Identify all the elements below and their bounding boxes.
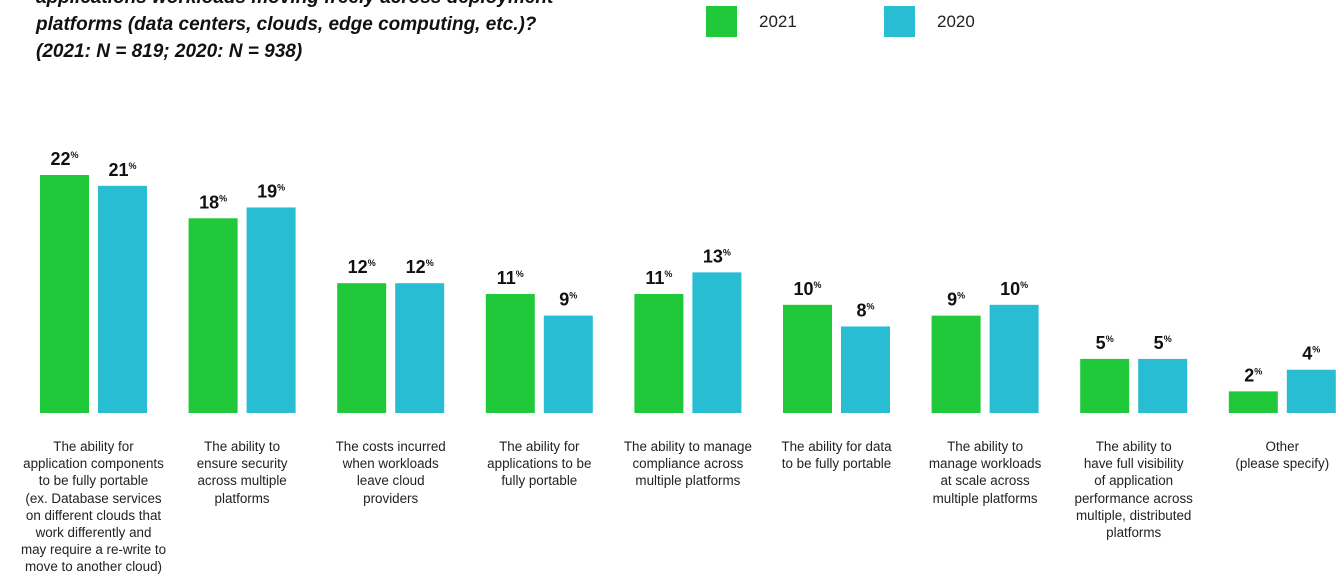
bar-2020-3: [543, 315, 593, 413]
category-label-0: The ability for application components to …: [14, 438, 174, 576]
category-label-6-line-2: at scale across: [940, 473, 1030, 489]
bar-2020-2: [395, 283, 445, 413]
category-label-7: The ability to have full visibility of app…: [1054, 438, 1214, 541]
legend-label-2021: 2021: [759, 11, 797, 31]
data-label-2021-2: 12%: [348, 257, 376, 277]
category-label-2-line-0: The costs incurred: [335, 439, 446, 454]
category-label-6-line-3: multiple platforms: [932, 490, 1038, 506]
bar-2020-1: [246, 207, 296, 413]
category-label-0-line-7: move to another cloud): [25, 559, 162, 575]
category-label-2-line-2: leave cloud: [356, 473, 425, 489]
category-label-7-line-3: performance across: [1074, 490, 1193, 506]
bar-2021-6: [931, 315, 981, 413]
category-label-0-line-3: (ex. Database services: [25, 490, 162, 506]
category-label-8-line-1: (please specify): [1235, 456, 1330, 472]
category-label-5-line-0: The ability for data: [781, 439, 892, 454]
category-label-0-line-4: on different clouds that: [25, 507, 162, 523]
category-label-4-line-0: The ability to manage: [623, 439, 752, 454]
data-label-2020-7: 5%: [1154, 333, 1172, 353]
bar-2020-7: [1138, 358, 1188, 413]
category-label-4-line-2: multiple platforms: [635, 473, 741, 489]
bar-2020-0: [98, 185, 147, 413]
category-label-0-line-0: The ability for: [53, 439, 134, 454]
category-label-3-line-0: The ability for: [499, 439, 580, 454]
legend-swatch-2020: [884, 6, 915, 37]
category-label-4-line-1: compliance across: [632, 456, 744, 472]
category-label-4: The ability to manage compliance across mu…: [608, 438, 768, 490]
category-label-2-line-1: when workloads: [342, 456, 439, 472]
category-label-1: The ability to ensure security across mult…: [162, 438, 322, 507]
data-label-2021-5: 10%: [793, 279, 821, 299]
category-label-7-line-2: of application: [1094, 473, 1174, 489]
bar-2021-5: [783, 304, 832, 413]
bar-2021-2: [337, 283, 387, 413]
category-label-3: The ability for applications to be fully p…: [459, 438, 619, 490]
data-label-2020-8: 4%: [1302, 344, 1320, 364]
bar-2021-0: [40, 175, 89, 413]
category-label-1-line-0: The ability to: [204, 439, 281, 454]
survey-question: applications workloads moving freely acr…: [36, 0, 596, 65]
data-label-2021-4: 11%: [645, 268, 672, 288]
category-label-1-line-2: across multiple: [197, 473, 287, 489]
category-label-8-line-0: Other: [1265, 439, 1300, 454]
data-label-2020-6: 10%: [1000, 279, 1028, 299]
bar-2021-7: [1080, 358, 1130, 413]
category-label-1-line-3: platforms: [214, 490, 270, 506]
data-label-2021-6: 9%: [947, 290, 965, 310]
bar-2021-8: [1228, 391, 1278, 413]
data-label-2021-7: 5%: [1096, 333, 1114, 353]
category-label-5: The ability for data to be fully portable: [757, 438, 917, 472]
category-label-8: Other (please specify): [1202, 438, 1336, 472]
data-label-2020-0: 21%: [108, 160, 136, 180]
category-label-7-line-1: have full visibility: [1083, 456, 1184, 472]
data-label-2021-0: 22%: [50, 149, 78, 169]
bar-2021-4: [634, 294, 684, 413]
data-label-2020-5: 8%: [856, 300, 874, 320]
category-label-6-line-0: The ability to: [947, 439, 1024, 454]
category-label-0-line-6: may require a re-write to: [20, 542, 167, 558]
category-label-2-line-3: providers: [363, 490, 419, 506]
data-label-2020-3: 9%: [559, 290, 577, 310]
category-label-3-line-2: fully portable: [501, 473, 578, 489]
legend-item-2021: 2021: [706, 6, 797, 37]
category-label-5-line-1: to be fully portable: [781, 456, 892, 472]
bar-2021-3: [485, 294, 535, 413]
category-label-1-line-1: ensure security: [196, 456, 288, 472]
category-label-0-line-2: to be fully portable: [38, 473, 149, 489]
question-line-2: platforms (data centers, clouds, edge co…: [36, 14, 537, 35]
category-label-6-line-1: manage workloads: [928, 456, 1042, 472]
legend-item-2020: 2020: [884, 6, 975, 37]
category-label-0-line-1: application components: [23, 456, 164, 472]
bar-2020-5: [841, 326, 890, 413]
category-label-7-line-0: The ability to: [1095, 439, 1172, 454]
data-label-2021-3: 11%: [497, 268, 524, 288]
bar-2020-8: [1286, 369, 1336, 413]
data-label-2021-1: 18%: [199, 192, 227, 212]
category-label-2: The costs incurred when workloads leave cl…: [311, 438, 471, 507]
bar-2020-6: [989, 304, 1039, 413]
bar-2020-4: [692, 272, 742, 413]
question-line-3: (2021: N = 819; 2020: N = 938): [36, 41, 303, 62]
category-label-7-line-4: multiple, distributed: [1076, 507, 1192, 523]
category-label-6: The ability to manage workloads at scale a…: [905, 438, 1065, 507]
legend-swatch-2021: [706, 6, 737, 37]
legend-label-2020: 2020: [937, 11, 975, 31]
question-line-1: applications workloads moving freely acr…: [36, 0, 596, 11]
data-label-2021-8: 2%: [1244, 365, 1262, 385]
category-label-0-line-5: work differently and: [35, 525, 152, 541]
category-label-7-line-5: platforms: [1106, 525, 1162, 541]
data-label-2020-4: 13%: [703, 246, 731, 266]
data-label-2020-2: 12%: [406, 257, 434, 277]
data-label-2020-1: 19%: [257, 181, 285, 201]
bar-2021-1: [188, 218, 238, 413]
category-label-3-line-1: applications to be: [487, 456, 592, 472]
